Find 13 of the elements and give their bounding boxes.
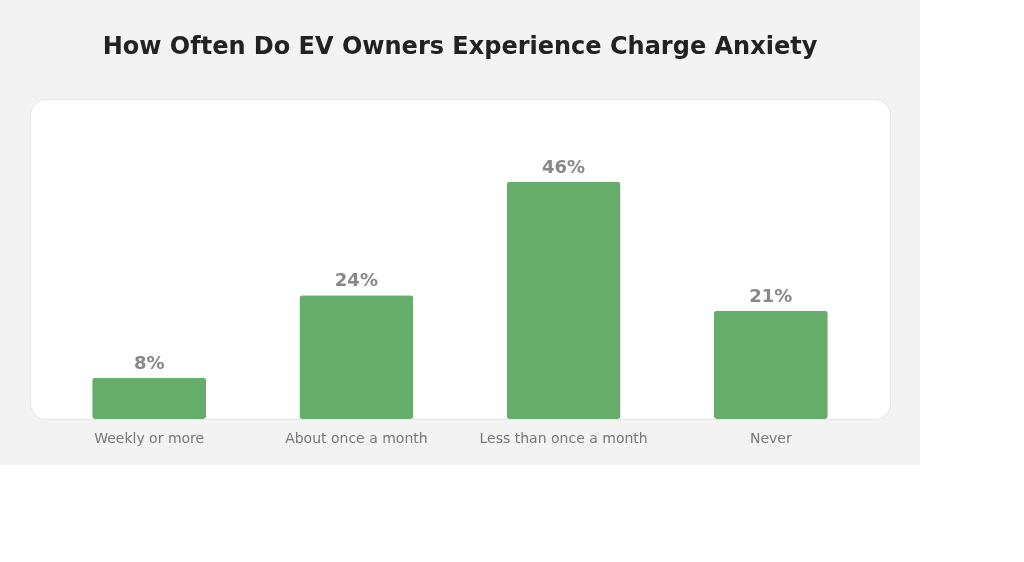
bar	[506, 181, 621, 419]
data-label: 8%	[133, 351, 165, 373]
x-tick-label: Less than once a month	[479, 429, 648, 446]
data-label: 46%	[542, 155, 586, 177]
data-label: 21%	[749, 284, 793, 306]
bar	[713, 310, 828, 419]
x-tick-label: Never	[749, 429, 792, 446]
chart-title: How Often Do EV Owners Experience Charge Anxiety	[102, 32, 818, 60]
bar	[92, 377, 207, 419]
x-tick-label: Weekly or more	[94, 429, 205, 446]
bar	[299, 295, 414, 419]
x-tick-label: About once a month	[285, 429, 428, 446]
data-label: 24%	[334, 269, 378, 291]
